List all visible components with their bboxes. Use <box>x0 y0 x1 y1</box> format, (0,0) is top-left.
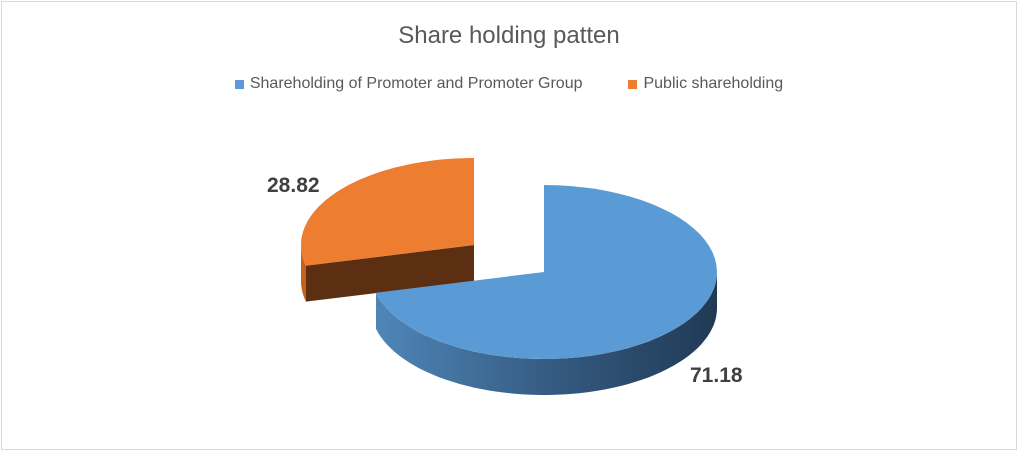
slice-public <box>301 158 474 266</box>
legend-swatch-promoter <box>234 79 244 89</box>
legend-item-promoter: Shareholding of Promoter and Promoter Gr… <box>234 75 583 93</box>
slice-promoter-side <box>376 272 717 395</box>
chart-title: Share holding patten <box>398 22 620 49</box>
legend-item-public: Public shareholding <box>628 75 783 93</box>
slice-public-cut-face <box>305 245 474 302</box>
slice-public-side <box>301 245 306 302</box>
data-label-promoter: 71.18 <box>690 364 743 387</box>
legend-swatch-public <box>628 79 638 89</box>
legend: Shareholding of Promoter and Promoter Gr… <box>0 75 1018 93</box>
legend-label-promoter: Shareholding of Promoter and Promoter Gr… <box>249 75 583 92</box>
slice-promoter <box>376 185 717 359</box>
data-label-public: 28.82 <box>267 174 320 197</box>
legend-label-public: Public shareholding <box>643 75 784 92</box>
